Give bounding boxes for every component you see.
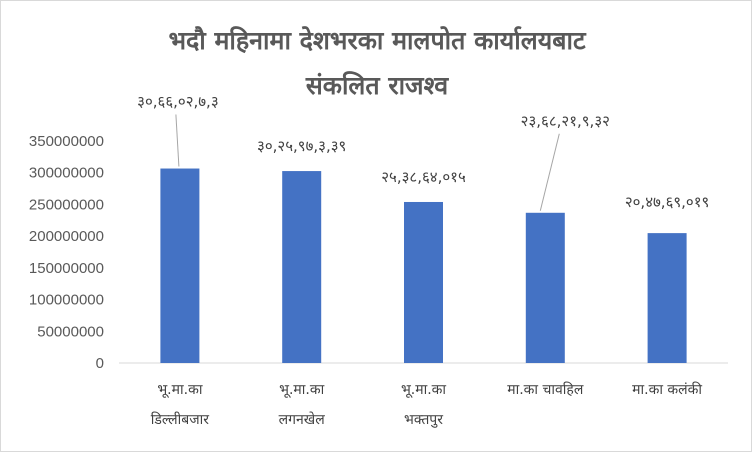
y-tick-label: 250000000: [29, 196, 104, 213]
leader-line: [175, 114, 180, 167]
x-tick-label: मा.का चावहिल: [507, 381, 584, 398]
bar: [647, 233, 687, 363]
data-label: ३०,६६,०२,७,३: [137, 93, 218, 111]
bar: [404, 201, 443, 363]
x-tick-label: भक्तपुर: [404, 412, 443, 428]
x-tick-label: भू.मा.का: [157, 382, 202, 398]
chart-title-line-1: भदौ महिनामा देशभरका मालपोत कार्यालयबाट: [168, 26, 587, 55]
x-tick-label: मा.का कलंकी: [632, 381, 702, 398]
y-tick-label: 100000000: [29, 292, 104, 309]
y-tick-label: 350000000: [29, 133, 104, 150]
x-tick-label: लगनखेल: [279, 411, 326, 428]
data-label: २३,६८,२१,९,३२: [521, 112, 610, 130]
y-tick-label: 50000000: [37, 323, 104, 340]
y-tick-label: 150000000: [29, 260, 104, 277]
chart-title-line-2: संकलित राजश्व: [305, 71, 449, 100]
bar: [282, 171, 322, 363]
y-tick-label: 0: [96, 355, 104, 372]
x-tick-label: भू.मा.का: [279, 382, 324, 398]
leader-line: [539, 133, 560, 211]
bar: [525, 212, 565, 363]
y-tick-label: 300000000: [29, 165, 104, 182]
data-label: ३०,२५,९७,३,३९: [257, 137, 346, 155]
data-label: २५,३८,६४,०१५: [381, 168, 466, 186]
y-tick-label: 200000000: [29, 228, 104, 245]
bar: [160, 168, 200, 363]
data-label: २०,४७,६९,०१९: [625, 193, 710, 211]
x-tick-label: भू.मा.का: [401, 382, 446, 398]
x-tick-label: डिल्लीबजार: [151, 411, 210, 428]
